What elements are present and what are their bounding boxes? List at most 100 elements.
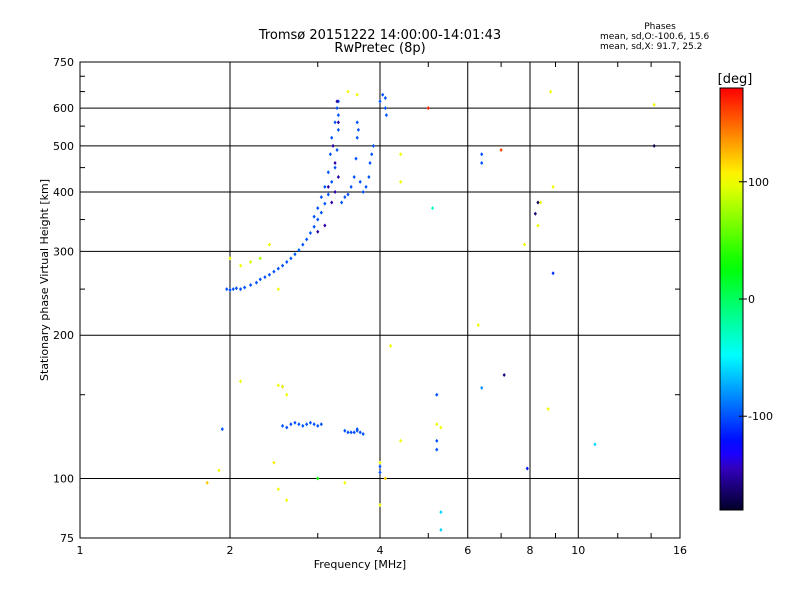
y-tick-label: 400 <box>53 186 74 199</box>
data-point <box>336 174 340 179</box>
data-point <box>346 192 350 197</box>
data-point <box>399 438 403 443</box>
data-point <box>383 106 387 111</box>
data-point <box>225 287 229 292</box>
data-point <box>312 224 316 229</box>
data-point <box>430 206 435 211</box>
data-point <box>361 432 365 437</box>
data-point <box>480 152 484 157</box>
y-axis-label: Stationary phase Virtual Height [km] <box>38 179 51 381</box>
data-point <box>285 498 289 503</box>
data-point <box>439 425 443 430</box>
data-point <box>234 286 238 291</box>
data-point <box>354 156 358 161</box>
data-point <box>258 277 262 282</box>
data-point <box>319 195 323 200</box>
data-point <box>355 92 359 97</box>
data-point <box>355 135 359 140</box>
data-point <box>525 466 529 471</box>
data-point <box>254 280 259 285</box>
data-point <box>326 170 330 175</box>
data-point <box>289 256 293 261</box>
data-point <box>333 120 337 125</box>
data-point <box>280 263 285 268</box>
data-point <box>340 200 344 205</box>
data-point <box>238 379 243 384</box>
data-point <box>276 287 280 292</box>
data-point <box>280 384 285 389</box>
data-point <box>439 510 443 515</box>
phases-o-stats: mean, sd,O:-100.6, 15.6 <box>600 32 710 42</box>
data-point <box>384 113 388 118</box>
data-point <box>358 179 362 184</box>
data-point <box>358 430 362 435</box>
x-axis-label: Frequency [MHz] <box>314 558 406 571</box>
data-point <box>435 392 439 397</box>
data-point <box>355 120 359 125</box>
data-point <box>361 189 365 194</box>
data-point <box>355 427 359 432</box>
data-point <box>333 189 337 194</box>
data-point <box>249 283 253 288</box>
data-point <box>336 127 340 132</box>
data-point <box>383 476 387 481</box>
data-point <box>319 422 323 427</box>
data-point <box>267 242 272 247</box>
data-point <box>228 287 232 292</box>
colorbar-label: [deg] <box>718 72 753 87</box>
data-point <box>319 210 323 215</box>
data-point <box>272 460 276 465</box>
phases-title: Phases <box>644 22 676 32</box>
data-point <box>301 242 305 247</box>
data-point <box>435 447 439 452</box>
data-point <box>480 161 484 166</box>
data-point <box>439 527 443 532</box>
phases-x-stats: mean, sd,X: 91.7, 25.2 <box>600 42 703 52</box>
y-tick-label: 750 <box>53 56 74 69</box>
data-point <box>335 106 339 111</box>
data-point <box>323 201 327 206</box>
data-point <box>349 430 353 435</box>
y-tick-label: 500 <box>53 140 74 153</box>
data-point <box>533 211 537 216</box>
data-point <box>343 480 347 485</box>
data-point <box>378 464 382 469</box>
y-tick-label: 75 <box>60 532 74 545</box>
data-point <box>346 89 350 94</box>
data-point <box>289 422 293 427</box>
data-point <box>399 179 403 184</box>
data-point <box>238 263 243 268</box>
data-point <box>538 200 543 205</box>
data-point <box>205 480 209 485</box>
y-tick-label: 600 <box>53 102 74 115</box>
data-point <box>536 200 540 205</box>
chart-title: Tromsø 20151222 14:00:00-14:01:43 <box>258 28 502 43</box>
data-point <box>316 217 320 222</box>
data-point <box>328 152 332 157</box>
data-point <box>293 252 297 257</box>
x-tick-label: 6 <box>464 544 471 557</box>
data-point <box>593 442 597 447</box>
data-point <box>652 143 656 148</box>
data-point <box>476 323 480 328</box>
data-point <box>280 423 285 428</box>
data-point <box>267 272 272 277</box>
data-point <box>435 438 439 443</box>
data-point <box>316 476 320 481</box>
data-point <box>243 285 247 290</box>
data-point <box>383 96 387 101</box>
y-tick-label: 200 <box>53 329 74 342</box>
data-point <box>378 460 382 465</box>
data-point <box>285 260 289 265</box>
data-point <box>546 406 550 411</box>
data-point <box>356 127 360 132</box>
data-point <box>293 420 297 425</box>
y-tick-label: 300 <box>53 245 74 258</box>
data-point <box>480 385 484 390</box>
colorbar-tick-label: 100 <box>748 176 769 189</box>
data-point <box>249 260 253 265</box>
data-point <box>435 422 439 427</box>
data-point <box>371 143 376 148</box>
data-point <box>238 287 243 292</box>
